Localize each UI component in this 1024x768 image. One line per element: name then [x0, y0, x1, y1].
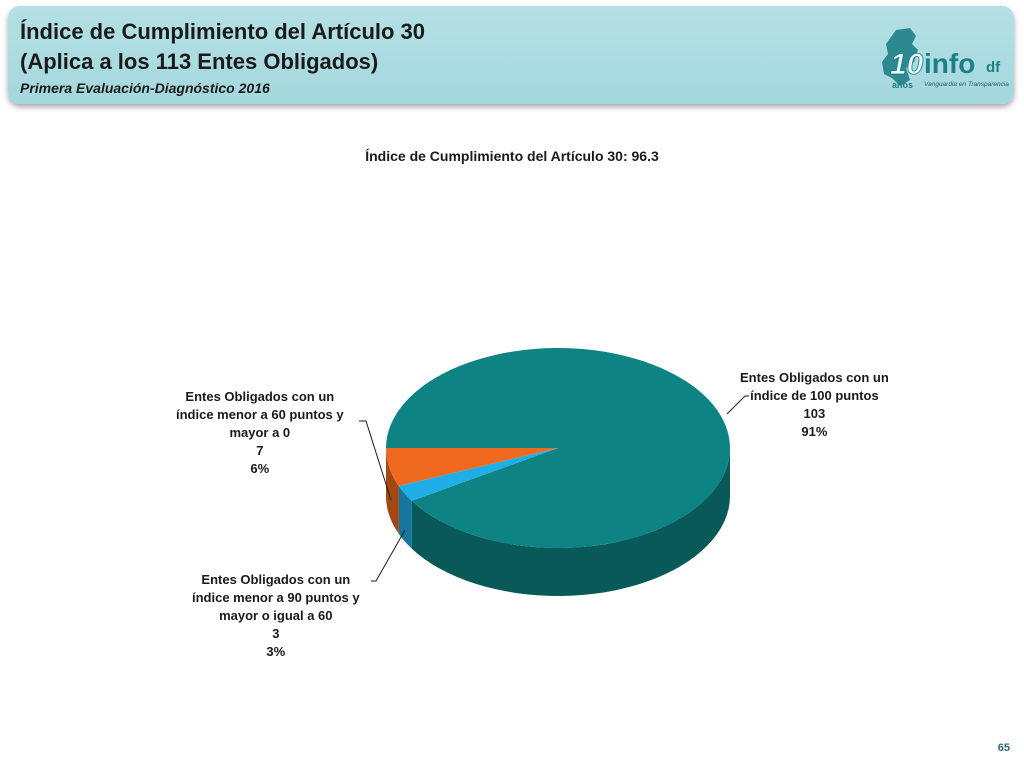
slice-percent-0-60: 6% — [250, 461, 270, 476]
pie-slice-s0_60 — [386, 448, 558, 486]
slide-title-line1: Índice de Cumplimiento del Artículo 30 — [20, 19, 426, 44]
slice-label-60-90-points: Entes Obligados con un índice menor a 90… — [192, 571, 360, 661]
pie-side-s60_90-0 — [398, 485, 412, 549]
slide-title-line2: (Aplica a los 113 Entes Obligados) — [20, 49, 379, 74]
slice-label-60-90-line2: índice menor a 90 puntos y — [192, 590, 360, 605]
chart-title: Índice de Cumplimiento del Artículo 30: … — [365, 148, 659, 164]
slide-header: Índice de Cumplimiento del Artículo 30 (… — [8, 6, 1014, 104]
slice-percent-60-90: 3% — [266, 644, 286, 659]
pie-side-s100-0 — [411, 448, 730, 596]
leader-line-100-points — [726, 395, 749, 415]
slice-label-0-60-line1: Entes Obligados con un — [185, 389, 335, 404]
slice-value-100: 103 — [803, 406, 826, 421]
slice-label-60-90-line3: mayor o igual a 60 — [219, 608, 333, 623]
slice-label-0-60-line3: mayor a 0 — [229, 425, 291, 440]
leader-line-60-90-points — [371, 529, 406, 582]
slice-label-100-points: Entes Obligados con un índice de 100 pun… — [740, 369, 889, 441]
logo-tagline: Vanguardia en Transparencia — [924, 81, 1009, 88]
slice-label-100-line2: índice de 100 puntos — [750, 388, 879, 403]
infodf-logo: 10 años info df Vanguardia en Transparen… — [882, 28, 1009, 90]
logo-years-word: años — [892, 80, 913, 90]
pie-slice-s60_90 — [398, 448, 558, 501]
slice-value-0-60: 7 — [256, 443, 264, 458]
slide-subtitle: Primera Evaluación-Diagnóstico 2016 — [20, 80, 270, 96]
slice-label-0-60-line2: índice menor a 60 puntos y — [176, 407, 344, 422]
map-shape-icon — [882, 28, 918, 86]
slice-percent-100: 91% — [801, 424, 828, 439]
slice-label-60-90-line1: Entes Obligados con un — [201, 572, 351, 587]
pie-slice-s100 — [386, 348, 730, 549]
slice-label-0-60-points: Entes Obligados con un índice menor a 60… — [176, 388, 344, 478]
pie-side-s0_60-0 — [386, 448, 399, 534]
slice-label-100-line1: Entes Obligados con un — [740, 370, 889, 385]
slice-value-60-90: 3 — [272, 626, 280, 641]
logo-years-number: 10 — [890, 48, 924, 81]
page-number: 65 — [997, 742, 1010, 754]
leader-line-0-60-points — [359, 420, 392, 501]
logo-brand-suffix: df — [986, 59, 1001, 76]
logo-brand: info — [924, 48, 975, 79]
